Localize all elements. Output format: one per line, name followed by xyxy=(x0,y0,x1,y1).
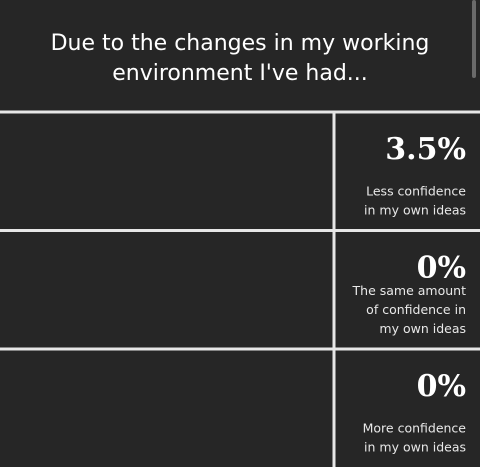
answer-label: More confidence xyxy=(363,421,467,436)
answer-label: my own ideas xyxy=(379,321,466,336)
answer-label: in my own ideas xyxy=(364,203,466,218)
percent-value: 0% xyxy=(417,369,466,404)
percent-value: 0% xyxy=(417,251,466,286)
scrollbar xyxy=(472,0,476,78)
answer-label: of confidence in xyxy=(366,302,466,317)
title-line: Due to the changes in my working xyxy=(51,31,430,56)
percent-value: 3.5% xyxy=(385,132,466,167)
answer-label: The same amount xyxy=(352,283,467,298)
answer-label: in my own ideas xyxy=(364,440,466,455)
title-line: environment I've had... xyxy=(112,61,368,86)
answer-label: Less confidence xyxy=(366,184,466,199)
